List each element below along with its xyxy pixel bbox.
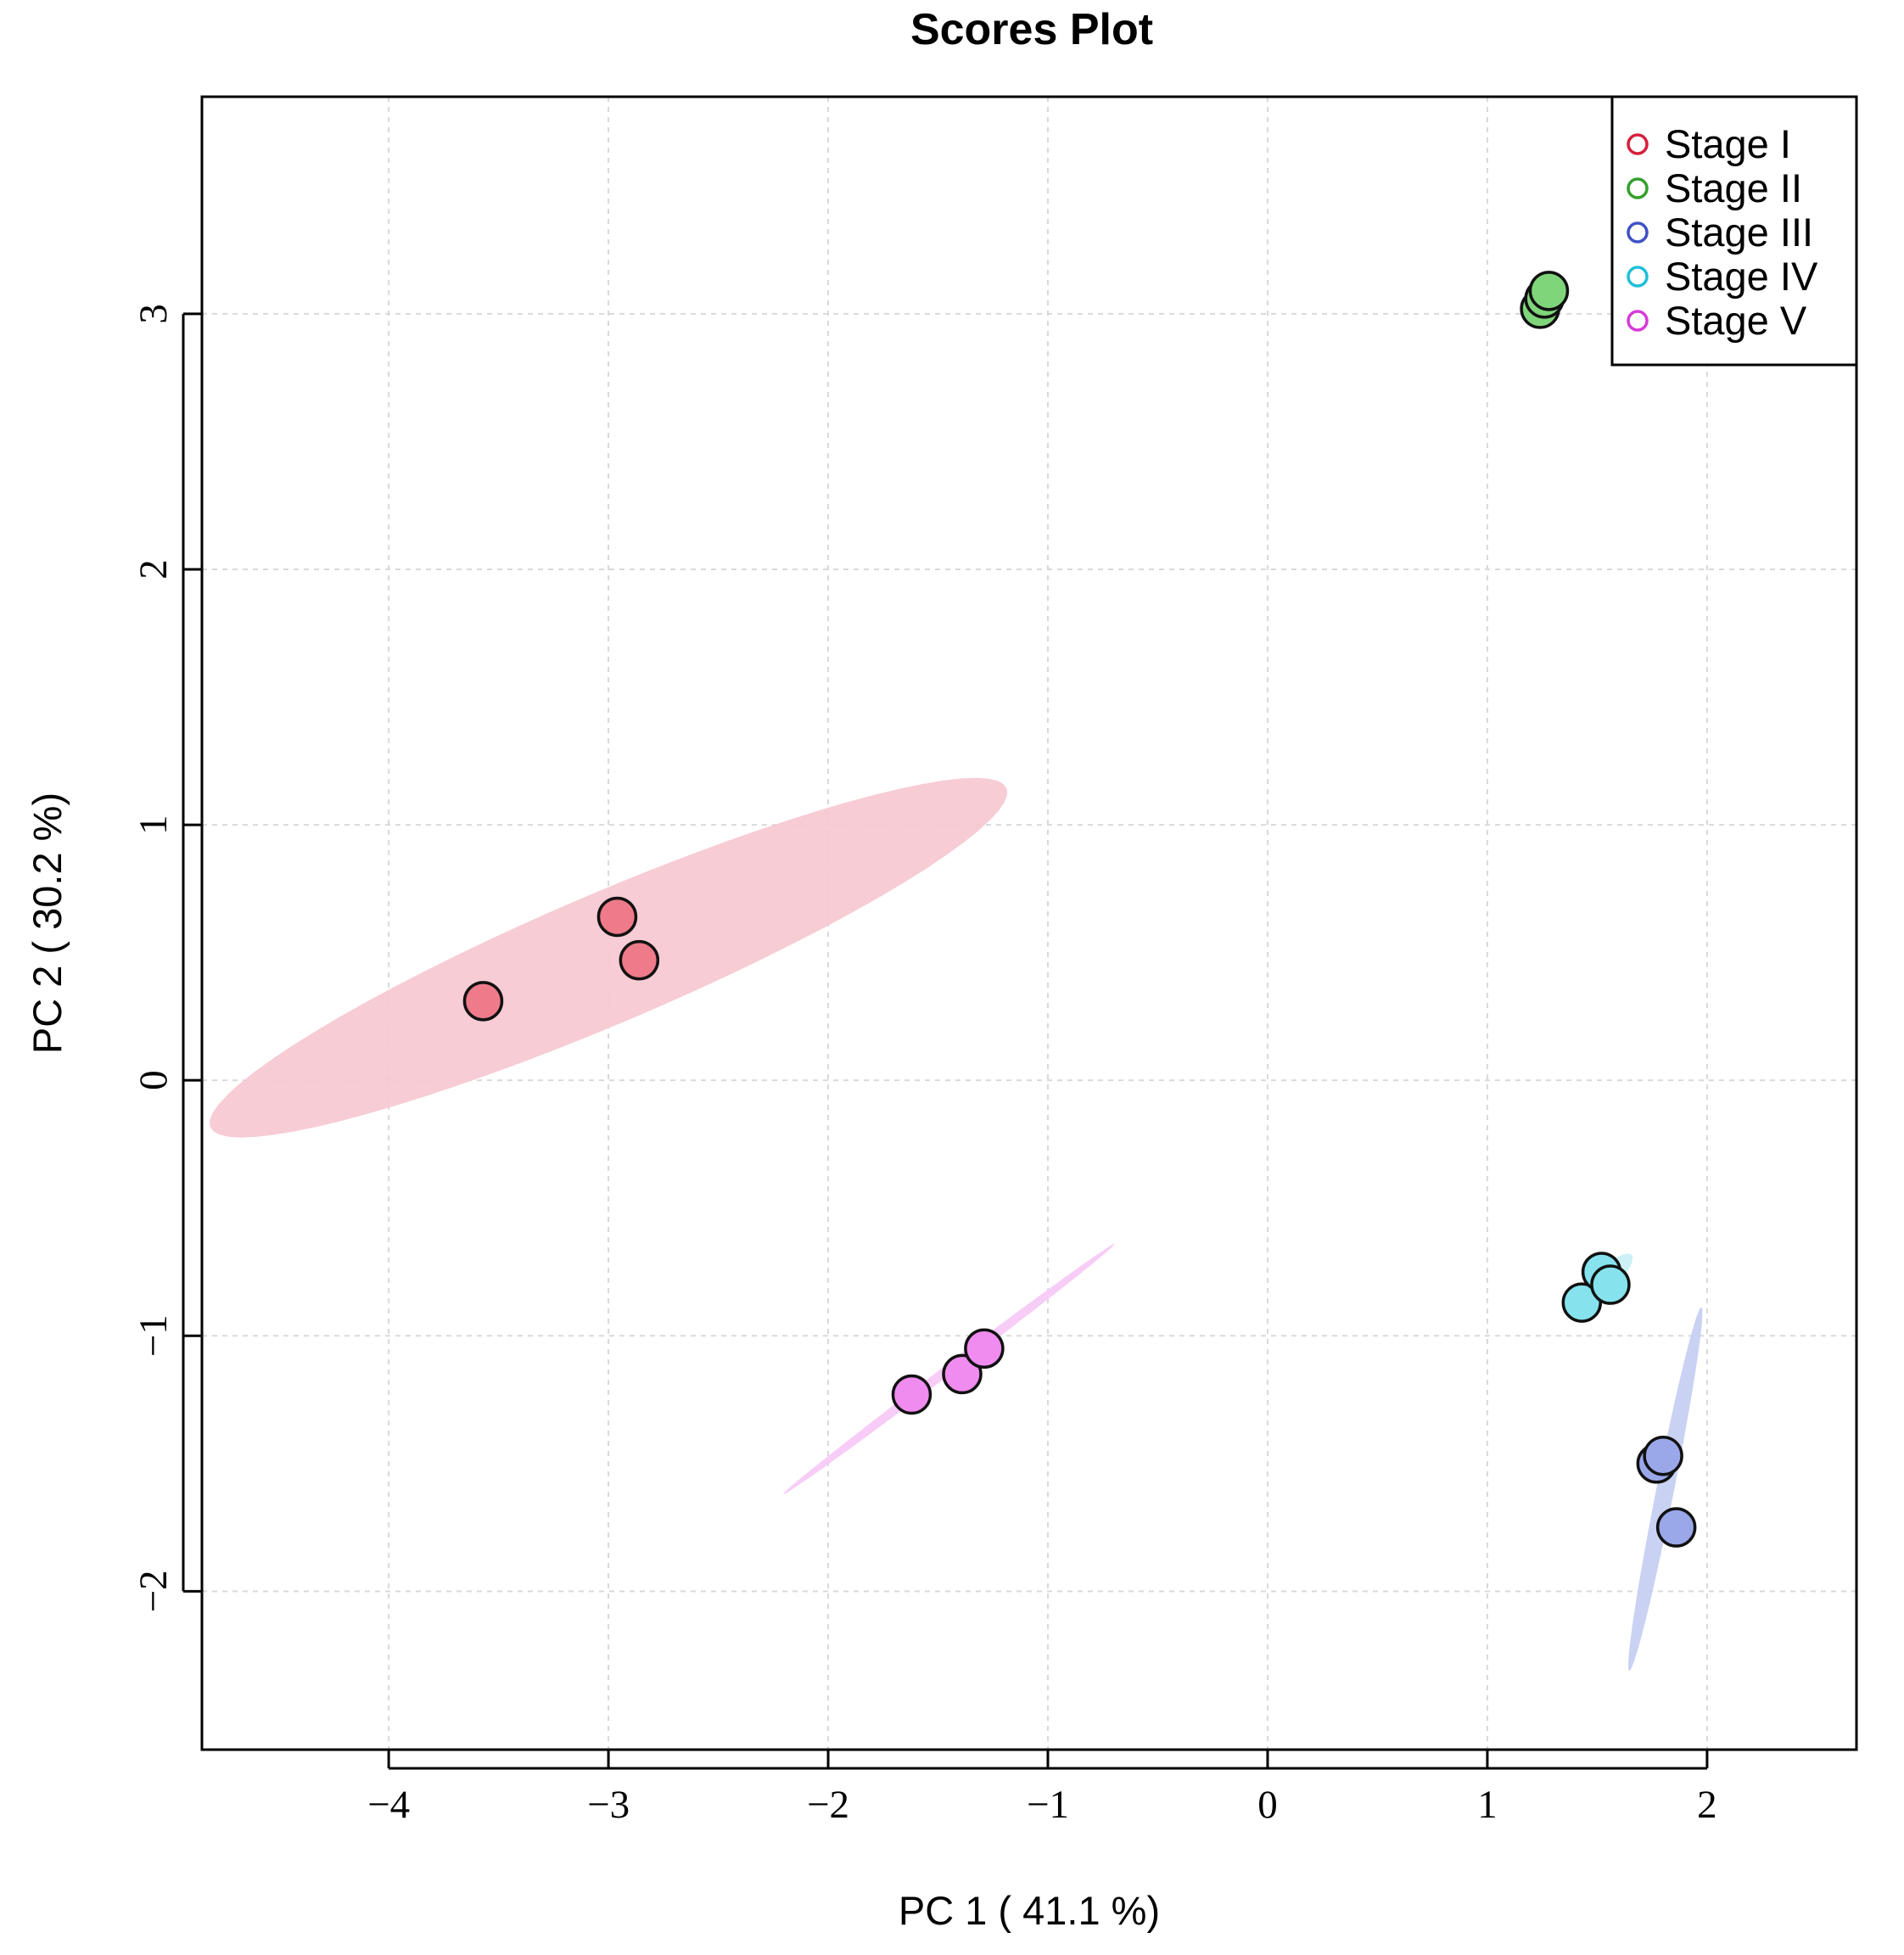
legend-label-stage-i: Stage I — [1665, 121, 1791, 166]
score-points — [462, 271, 1697, 1548]
stage-i-point — [619, 939, 660, 981]
x-tick-label: −4 — [367, 1783, 410, 1827]
y-tick-label: 2 — [132, 559, 176, 580]
stage-v-point — [964, 1328, 1005, 1370]
y-tick-label: 1 — [132, 815, 176, 835]
x-axis: −4 −3 −2 −1 0 1 2 — [367, 1750, 1717, 1827]
stage-ii-point — [1528, 271, 1570, 311]
stage-v-point — [942, 1353, 983, 1395]
x-tick-label: 1 — [1477, 1783, 1498, 1827]
x-tick-label: −3 — [587, 1783, 630, 1827]
x-tick-label: −1 — [1027, 1783, 1069, 1827]
stage-iii-point — [1643, 1436, 1683, 1476]
legend-marker-stage-v — [1627, 310, 1649, 332]
x-tick-label: −2 — [807, 1783, 849, 1827]
x-tick-label: 2 — [1697, 1783, 1717, 1827]
stage-v-point — [891, 1374, 932, 1415]
stage-i-point — [596, 896, 638, 938]
y-tick-label: 3 — [132, 304, 176, 324]
stage-iii-ellipse — [1628, 1307, 1703, 1672]
confidence-ellipses — [210, 285, 1703, 1672]
y-tick-label: −1 — [132, 1314, 176, 1357]
legend-label-stage-iii: Stage III — [1665, 210, 1813, 255]
x-axis-label: PC 1 ( 41.1 %) — [899, 1888, 1160, 1933]
stage-iii-point — [1655, 1507, 1697, 1548]
y-tick-label: −2 — [132, 1570, 176, 1612]
legend-marker-stage-iv — [1627, 266, 1649, 288]
legend-label-stage-iv: Stage IV — [1665, 254, 1818, 299]
y-tick-label: 0 — [132, 1070, 176, 1090]
grid-lines — [202, 97, 1856, 1750]
legend-marker-stage-ii — [1627, 177, 1649, 199]
legend-box — [1610, 95, 1858, 367]
y-axis-label: PC 2 ( 30.2 %) — [25, 793, 70, 1054]
x-tick-label: 0 — [1257, 1783, 1278, 1827]
y-axis: −2 −1 0 1 2 3 — [132, 304, 202, 1612]
legend-marker-stage-iii — [1627, 221, 1649, 244]
legend-label-stage-ii: Stage II — [1665, 165, 1802, 210]
stage-iv-point — [1561, 1282, 1603, 1323]
chart-title: Scores Plot — [910, 5, 1153, 54]
plot-area-frame — [200, 95, 1858, 1751]
stage-iv-point — [1590, 1264, 1631, 1305]
legend-marker-stage-i — [1627, 133, 1649, 155]
legend-label-stage-v: Stage V — [1665, 298, 1807, 343]
stage-i-ellipse — [210, 777, 1007, 1138]
stage-i-point — [462, 981, 504, 1022]
